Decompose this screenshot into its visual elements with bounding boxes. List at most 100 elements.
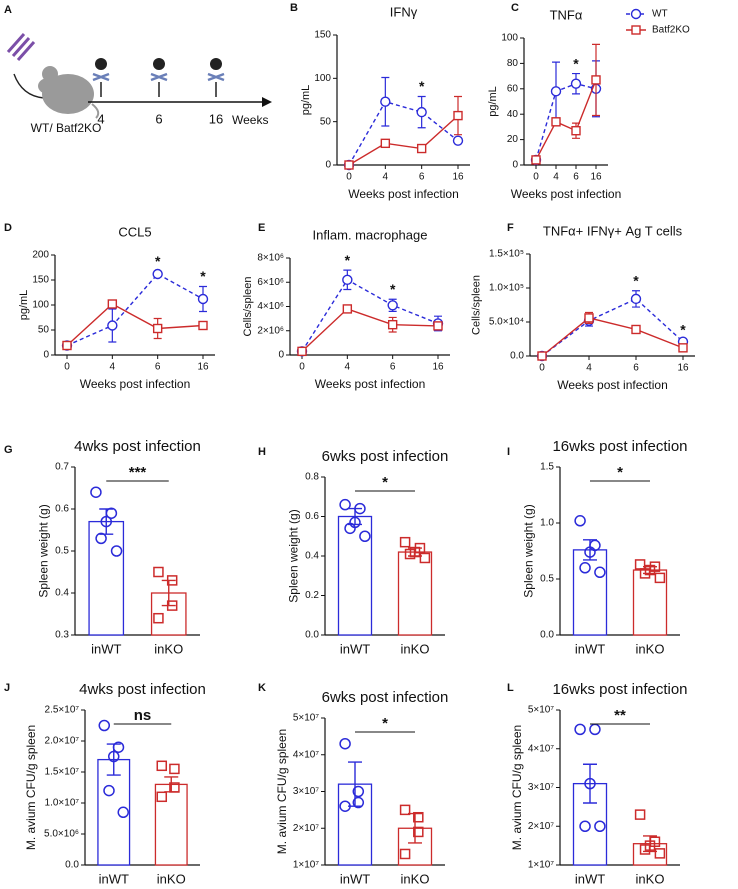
- data-point: [584, 777, 596, 790]
- timeline-arrow: [262, 97, 272, 107]
- y-tick-label: 0.5: [55, 546, 69, 557]
- x-tick-label: inWT: [91, 641, 121, 656]
- data-point: [103, 784, 115, 797]
- chart-panel: G 4wks post infection 0.3 0.4 0.5 0.6 0.7 Splee…: [4, 438, 201, 656]
- chart-title: 16wks post infection: [552, 681, 687, 698]
- x-tick-label: 6: [155, 362, 161, 373]
- panel-label: L: [507, 682, 514, 694]
- panel-label: B: [290, 2, 298, 14]
- y-tick-label: 100: [314, 73, 331, 84]
- bar: [154, 783, 188, 866]
- data-point: [639, 844, 651, 855]
- y-tick-label: 6×10⁶: [257, 277, 284, 288]
- y-tick-label: 4×10⁶: [257, 301, 284, 312]
- x-tick-label: 16: [590, 172, 602, 183]
- data-point: [387, 300, 398, 311]
- data-point: [153, 566, 164, 578]
- significance-star: *: [419, 78, 425, 94]
- y-tick-label: 0.7: [55, 462, 69, 473]
- data-point: [579, 820, 591, 832]
- data-point: [95, 532, 107, 545]
- bar: [337, 515, 373, 636]
- chart-title: 4wks post infection: [74, 438, 201, 455]
- y-axis-label: Cells/spleen: [242, 277, 254, 337]
- y-tick-label: 2×10⁷: [528, 821, 555, 832]
- x-tick-label: inWT: [340, 871, 370, 886]
- y-tick-label: 1.0×10⁵: [489, 283, 524, 294]
- data-point: [112, 741, 125, 753]
- data-point: [654, 848, 666, 859]
- panel-label: C: [511, 2, 519, 14]
- x-axis-label: Weeks post infection: [557, 378, 668, 392]
- data-point: [589, 723, 601, 736]
- y-axis-label: Spleen weight (g): [286, 509, 300, 602]
- x-tick-label: inWT: [99, 871, 129, 886]
- y-tick-label: 8×10⁶: [257, 253, 284, 264]
- x-tick-label: 4: [110, 362, 116, 373]
- significance-star: *: [390, 281, 396, 297]
- data-point: [166, 600, 178, 611]
- panel-label: A: [4, 4, 12, 16]
- data-point: [152, 268, 163, 280]
- data-point: [156, 760, 168, 772]
- x-tick-label: inWT: [575, 641, 605, 656]
- panel-label: D: [4, 222, 12, 234]
- chart-panel: K 6wks post infection 1×10⁷ 2×10⁷ 3×10⁷ 4×10⁷…: [258, 682, 448, 887]
- panel-label: K: [258, 682, 266, 694]
- x-tick-label: inWT: [575, 871, 605, 886]
- y-tick-label: 200: [32, 250, 49, 261]
- data-point: [197, 293, 209, 305]
- data-point: [594, 566, 606, 579]
- significance-label: ns: [134, 707, 152, 724]
- y-tick-label: 2.5×10⁷: [45, 705, 80, 716]
- series-line: [535, 82, 597, 161]
- error-bar: [583, 763, 597, 804]
- y-tick-label: 40: [507, 109, 519, 120]
- x-tick-label: 16: [452, 172, 464, 183]
- data-point: [107, 299, 118, 309]
- y-tick-label: 5.0×10⁶: [44, 829, 79, 840]
- significance-label: ***: [129, 464, 147, 481]
- significance-star: *: [155, 253, 161, 269]
- bar: [632, 569, 668, 636]
- data-point: [169, 782, 180, 793]
- data-point: [344, 522, 356, 535]
- data-point: [591, 75, 601, 85]
- data-point: [166, 575, 178, 586]
- mouse-head: [38, 78, 58, 94]
- significance-star: *: [345, 252, 351, 268]
- bar: [572, 549, 608, 636]
- y-tick-label: 0.4: [55, 588, 69, 599]
- x-tick-label: 0: [539, 363, 545, 374]
- data-point: [359, 530, 371, 542]
- y-tick-label: 50: [320, 116, 332, 127]
- x-tick-label: 4: [345, 362, 351, 373]
- data-point: [339, 498, 351, 511]
- chart-title: CCL5: [118, 224, 151, 239]
- data-point: [352, 785, 365, 798]
- data-point: [399, 848, 411, 860]
- data-point: [380, 96, 391, 107]
- chart-panel: F TNFα+ IFNγ+ Ag T cells 0.0 5.0×10⁴ 1.0×10⁵…: [471, 222, 695, 392]
- data-point: [589, 539, 601, 552]
- x-tick-label: 0: [533, 172, 539, 183]
- x-tick-label: 4: [383, 172, 389, 183]
- chart-panel: I 16wks post infection 0.0 0.5 1.0 1.5 Spleen …: [507, 438, 688, 656]
- x-tick-label: inKO: [401, 641, 430, 656]
- significance-label: **: [614, 707, 626, 724]
- x-tick-label: inKO: [401, 871, 430, 886]
- chart-title: Inflam. macrophage: [313, 227, 428, 242]
- x-tick-label: 4: [553, 172, 559, 183]
- data-point: [678, 343, 688, 353]
- y-tick-label: 0.5: [540, 574, 554, 585]
- y-tick-label: 0.0: [305, 630, 319, 641]
- data-point: [574, 515, 586, 527]
- panel-label: F: [507, 222, 514, 234]
- x-axis-label: Weeks post infection: [511, 187, 622, 201]
- data-point: [342, 274, 353, 286]
- significance-label: *: [382, 474, 388, 491]
- data-point: [399, 804, 411, 816]
- y-tick-label: 1×10⁷: [293, 860, 320, 871]
- data-point: [413, 826, 424, 838]
- y-tick-label: 150: [314, 30, 331, 41]
